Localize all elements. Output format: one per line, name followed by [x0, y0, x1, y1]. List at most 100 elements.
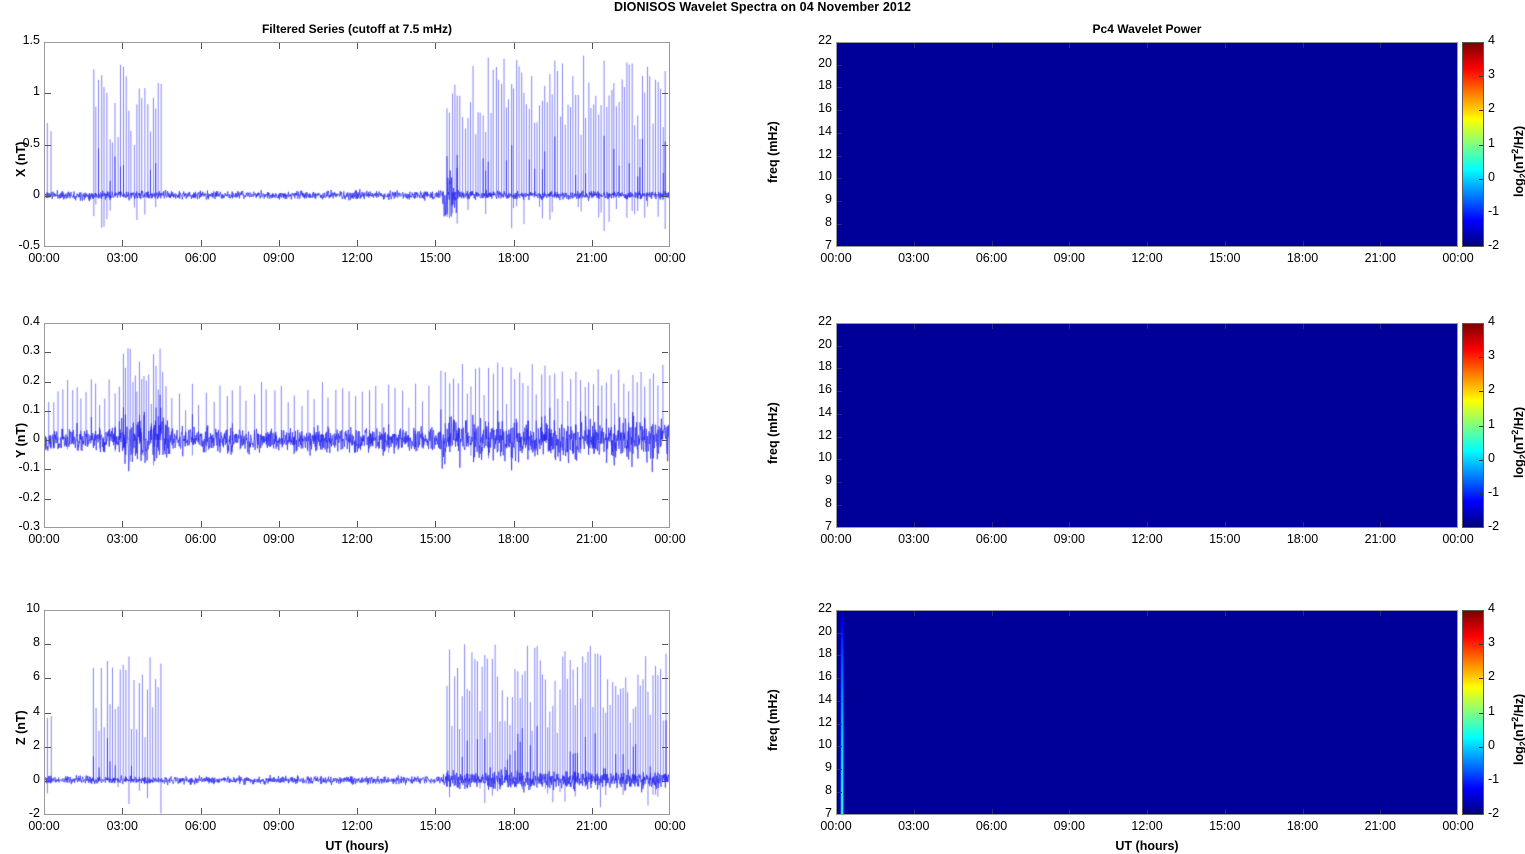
spectrogram-ylabel-X: freq (mHz) — [766, 120, 780, 183]
ytick-mark — [662, 195, 668, 197]
colorbar-tick-label: -2 — [1488, 238, 1500, 252]
spectrogram-xtick-mark — [1147, 324, 1148, 329]
xtick-label: 03:00 — [106, 251, 138, 265]
xtick-mark — [200, 324, 202, 330]
spectrogram-xtick-mark — [1224, 522, 1226, 527]
colorbar-label-Y: log2(nT2/Hz) — [1510, 406, 1525, 478]
ytick-mark — [45, 381, 51, 383]
left-panel-title: Filtered Series (cutoff at 7.5 mHz) — [261, 22, 453, 36]
ytick-label: -0.1 — [18, 460, 40, 475]
xtick-mark — [278, 43, 280, 49]
freq-tick-mark — [837, 178, 842, 180]
xtick-label: 12:00 — [341, 532, 373, 546]
timeseries-axes-Z — [44, 610, 670, 815]
colorbar-tick-label: 0 — [1488, 169, 1495, 184]
colorbar-tick-label: 2 — [1488, 101, 1495, 116]
timeseries-plot-Z — [45, 611, 669, 814]
xtick-label: 06:00 — [184, 532, 217, 546]
timeseries-axes-Y — [44, 323, 670, 528]
xtick-mark — [278, 521, 280, 527]
spectrogram-xtick-label: 03:00 — [898, 251, 930, 265]
freq-tick-mark — [837, 110, 842, 112]
xtick-label: 12:00 — [341, 819, 373, 833]
xtick-mark — [122, 611, 124, 617]
spectrogram-xtick-mark — [1380, 241, 1382, 246]
colorbar-tick-mark — [1479, 459, 1483, 461]
spectrogram-xtick-label: 09:00 — [1053, 819, 1085, 833]
xtick-mark — [357, 808, 358, 814]
freq-tick-label: 20 — [818, 623, 832, 638]
xtick-label: 21:00 — [576, 532, 608, 546]
ytick-mark — [45, 712, 51, 714]
colorbar-tick-label: -1 — [1488, 771, 1500, 786]
spectrogram-xtick-label: 18:00 — [1286, 251, 1319, 265]
ytick-mark — [45, 498, 51, 500]
freq-tick-label: 20 — [818, 336, 832, 351]
freq-tick-mark — [837, 459, 842, 461]
spectrogram-xtick-mark — [913, 324, 915, 329]
colorbar-tick-mark — [1479, 110, 1483, 112]
colorbar-gradient — [1463, 324, 1483, 527]
freq-tick-label: 9 — [825, 473, 832, 488]
freq-tick-mark — [837, 655, 842, 657]
spectrogram-xtick-label: 12:00 — [1131, 251, 1163, 265]
spectrogram-xtick-mark — [1380, 43, 1382, 48]
xtick-label: 00:00 — [28, 251, 60, 265]
spectrogram-xtick-label: 00:00 — [820, 532, 852, 546]
ytick-label: 2 — [33, 737, 40, 752]
xtick-mark — [122, 43, 124, 49]
ytick-mark — [662, 352, 668, 354]
xtick-mark — [513, 808, 515, 814]
freq-tick-label: 12 — [818, 427, 832, 442]
colorbar-tick-mark — [1479, 76, 1483, 78]
freq-tick-mark — [837, 436, 842, 438]
xtick-mark — [200, 808, 202, 814]
spectrogram-xtick-mark — [1302, 43, 1304, 48]
freq-tick-label: 10 — [818, 169, 832, 184]
xtick-mark — [591, 43, 593, 49]
colorbar-tick-label: -1 — [1488, 484, 1500, 499]
ytick-mark — [662, 410, 668, 412]
freq-tick-label: 16 — [818, 101, 832, 116]
spectrogram-xtick-mark — [1224, 611, 1226, 616]
xtick-mark — [591, 521, 593, 527]
colorbar-tick-label: 4 — [1488, 33, 1495, 47]
xtick-label: 09:00 — [263, 532, 295, 546]
spectrogram-xtick-label: 00:00 — [820, 251, 852, 265]
freq-tick-mark — [837, 746, 842, 748]
colorbar-tick-mark — [1479, 178, 1483, 180]
colorbar-tick-label: 4 — [1488, 314, 1495, 328]
spectrogram-image-Y — [837, 324, 1457, 527]
freq-tick-mark — [837, 368, 842, 370]
xtick-mark — [435, 808, 437, 814]
freq-tick-label: 7 — [825, 519, 832, 533]
freq-tick-mark — [837, 632, 842, 634]
freq-tick-label: 9 — [825, 192, 832, 207]
xtick-mark — [278, 611, 280, 617]
spectrogram-axes-Y — [836, 323, 1458, 528]
colorbar-tick-label: 3 — [1488, 348, 1495, 363]
freq-tick-label: 18 — [818, 359, 832, 374]
ytick-label: 0 — [33, 431, 40, 446]
spectrogram-xtick-mark — [1069, 241, 1071, 246]
xtick-label: 18:00 — [497, 251, 530, 265]
freq-tick-mark — [837, 700, 842, 702]
xtick-mark — [513, 240, 515, 246]
colorbar-tick-label: 1 — [1488, 416, 1495, 431]
spectrogram-xtick-label: 09:00 — [1053, 532, 1085, 546]
ytick-mark — [662, 780, 668, 782]
xtick-label: 09:00 — [263, 819, 295, 833]
ytick-mark — [45, 746, 51, 748]
freq-tick-label: 22 — [818, 314, 832, 328]
spectrogram-xlabel: UT (hours) — [1115, 839, 1179, 853]
spectrogram-xtick-label: 06:00 — [975, 251, 1008, 265]
spectrogram-xtick-mark — [991, 809, 993, 814]
freq-tick-mark — [837, 224, 842, 226]
spectrogram-xtick-mark — [991, 241, 993, 246]
xtick-mark — [357, 43, 358, 49]
ytick-label: 4 — [33, 703, 40, 718]
xtick-label: 03:00 — [106, 532, 138, 546]
freq-tick-mark — [837, 345, 842, 347]
ytick-mark — [662, 712, 668, 714]
